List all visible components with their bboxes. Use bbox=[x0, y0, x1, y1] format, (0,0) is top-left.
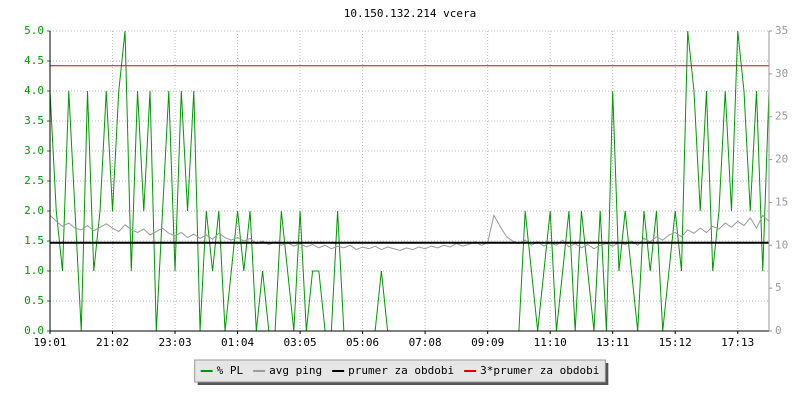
legend-box bbox=[194, 359, 606, 383]
x-tick-label: 23:03 bbox=[158, 336, 191, 349]
y-tick-label: 0.5 bbox=[24, 294, 44, 307]
legend-label: avg ping bbox=[269, 364, 322, 377]
y2-tick-label: 5 bbox=[775, 281, 782, 294]
legend-label: % PL bbox=[217, 364, 244, 377]
x-tick-label: 11:10 bbox=[534, 336, 567, 349]
series-line bbox=[49, 213, 770, 251]
y2-tick-label: 25 bbox=[775, 110, 788, 123]
legend-label: 3*prumer za obdobi bbox=[480, 364, 599, 377]
y-tick-label: 2.5 bbox=[24, 174, 44, 187]
y-tick-label: 1.5 bbox=[24, 234, 44, 247]
chart-title: 10.150.132.214 vcera bbox=[344, 7, 476, 20]
y-tick-label: 2.0 bbox=[24, 204, 44, 217]
y-tick-label: 0.0 bbox=[24, 324, 44, 337]
x-tick-label: 09:09 bbox=[471, 336, 504, 349]
x-tick-label: 05:06 bbox=[346, 336, 379, 349]
y-tick-label: 3.0 bbox=[24, 144, 44, 157]
y2-tick-label: 30 bbox=[775, 67, 788, 80]
x-tick-label: 07:08 bbox=[409, 336, 442, 349]
x-tick-label: 15:12 bbox=[659, 336, 692, 349]
x-tick-label: 19:01 bbox=[33, 336, 66, 349]
plot-area bbox=[50, 31, 769, 331]
y-tick-label: 4.5 bbox=[24, 54, 44, 67]
x-tick-label: 13:11 bbox=[596, 336, 629, 349]
x-tick-label: 17:13 bbox=[721, 336, 754, 349]
x-tick-label: 03:05 bbox=[284, 336, 317, 349]
legend-label: prumer za obdobi bbox=[348, 364, 454, 377]
x-tick-label: 21:02 bbox=[96, 336, 129, 349]
y2-tick-label: 0 bbox=[775, 324, 782, 337]
legend: % PL avg ping prumer za obdobi 3*prumer za … bbox=[194, 359, 609, 385]
y-tick-label: 1.0 bbox=[24, 264, 44, 277]
y-tick-label: 3.5 bbox=[24, 114, 44, 127]
x-tick-label: 01:04 bbox=[221, 336, 254, 349]
y2-tick-label: 10 bbox=[775, 238, 788, 251]
y2-tick-label: 15 bbox=[775, 195, 788, 208]
y2-tick-label: 20 bbox=[775, 153, 788, 166]
y2-tick-label: 35 bbox=[775, 24, 788, 37]
y-tick-label: 5.0 bbox=[24, 24, 44, 37]
y-tick-label: 4.0 bbox=[24, 84, 44, 97]
